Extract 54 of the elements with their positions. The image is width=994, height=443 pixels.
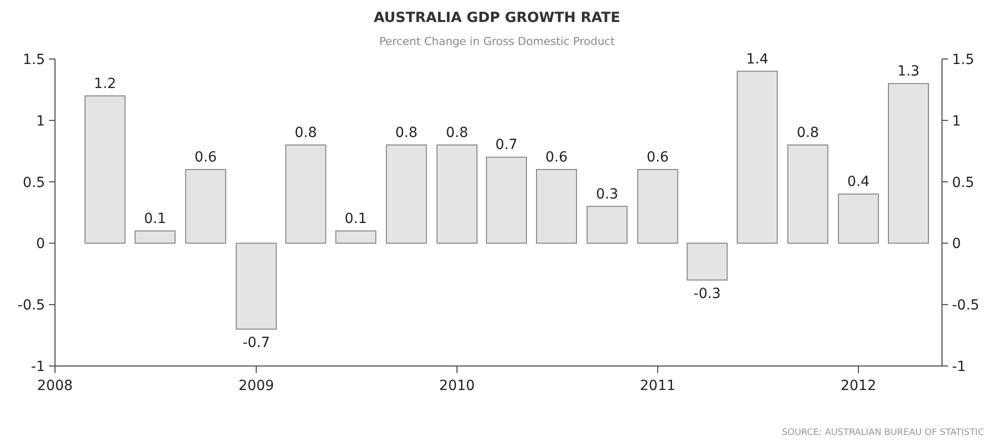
x-tick-label: 2011 [640,378,676,394]
y2-tick-label: -0.5 [952,298,980,314]
y-tick-label: 0.5 [22,174,45,191]
data-label: 1.2 [94,76,116,92]
y-tick-label: 0 [36,236,45,252]
y2-tick-label: -1 [952,359,966,375]
y2-tick-label: 1.5 [952,52,974,68]
bar [335,230,376,244]
data-label: -0.7 [242,335,270,352]
x-tick-label: 2012 [840,378,876,394]
y-tick-label: -1 [31,359,45,375]
bar [285,144,326,244]
y2-tick-label: 0.5 [952,174,974,191]
bar [486,156,527,244]
bar [736,70,778,244]
data-label: 0.8 [796,124,819,141]
bar [436,144,478,244]
bar [386,144,427,244]
bar [185,169,226,244]
data-label: 0.7 [495,137,518,154]
bar [686,242,728,281]
bar [536,169,578,244]
bar [236,242,277,330]
y-tick-label: -0.5 [18,298,45,314]
x-tick-label: 2009 [238,378,274,394]
y-tick-label: 1.5 [22,52,45,68]
data-label: 0.4 [847,174,870,190]
bar [787,144,828,244]
data-label: 0.8 [294,124,317,141]
data-label: -0.3 [694,286,721,302]
bar [586,206,628,244]
chart-subtitle: Percent Change in Gross Domestic Product [379,35,616,48]
data-label: 0.1 [344,210,367,227]
y-tick-label: 1 [36,113,45,130]
data-label: 0.6 [545,150,568,166]
data-label: 1.3 [897,64,920,80]
data-label: 1.4 [746,51,768,68]
x-tick-label: 2010 [439,378,475,394]
bar [637,169,678,244]
data-label: 0.8 [446,124,468,141]
data-label: 0.3 [596,186,618,202]
y2-tick-label: 1 [952,113,961,130]
x-tick-label: 2008 [37,378,73,394]
bar [888,83,929,244]
data-label: 0.1 [144,210,166,227]
bar [84,95,126,244]
data-label: 0.8 [395,124,418,141]
bar [134,230,176,244]
source-note: SOURCE: AUSTRALIAN BUREAU OF STATISTIC [782,428,984,438]
data-label: 0.6 [646,150,669,166]
chart-title: AUSTRALIA GDP GROWTH RATE [374,10,620,26]
y2-tick-label: 0 [952,236,961,252]
data-label: 0.6 [194,150,217,166]
bar [838,194,879,244]
